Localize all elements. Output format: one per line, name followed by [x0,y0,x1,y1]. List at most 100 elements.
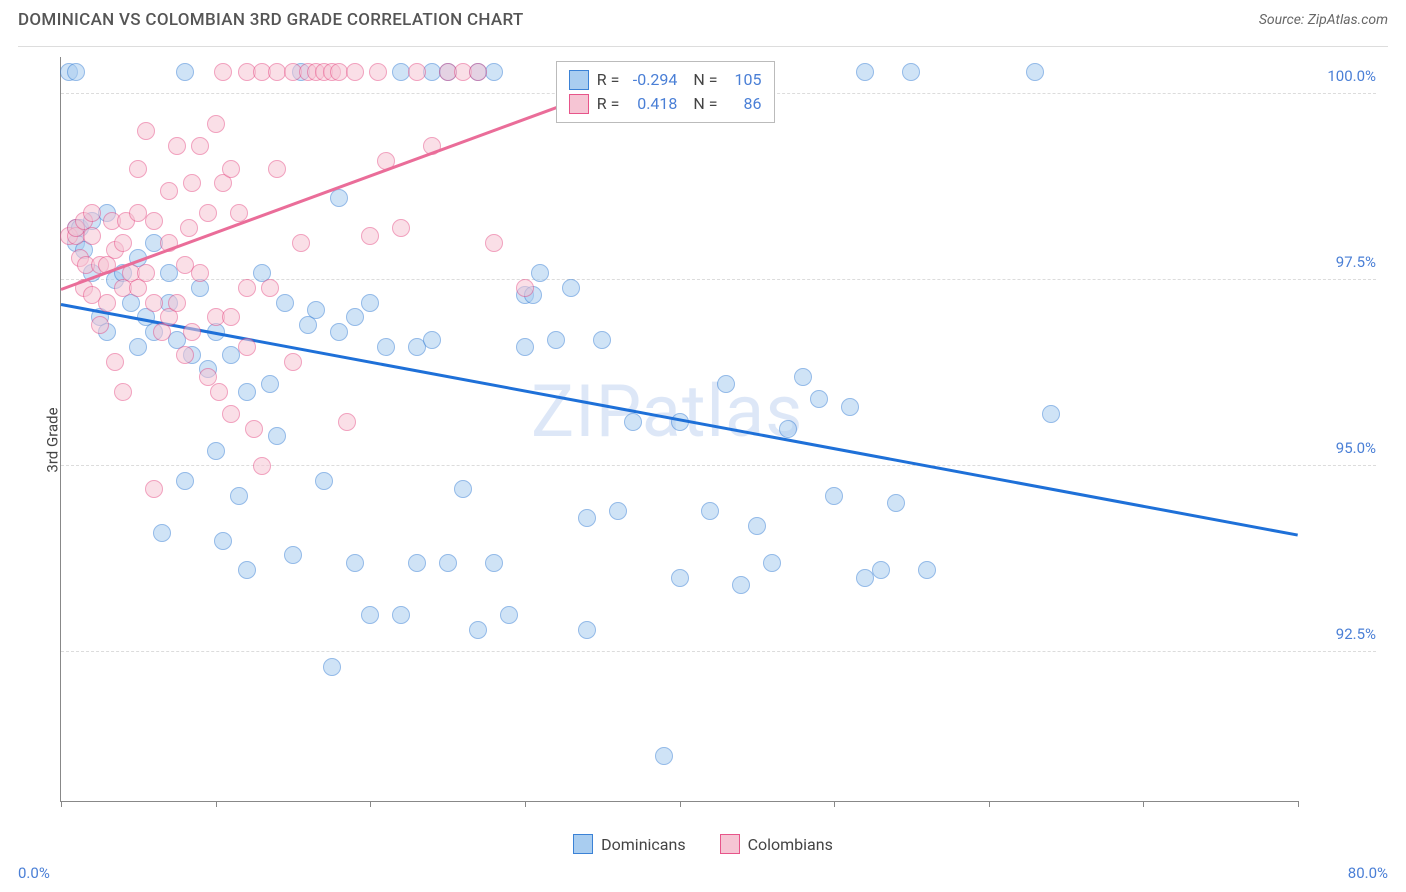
data-point [183,323,201,341]
data-point [245,420,263,438]
data-point [183,174,201,192]
data-point [315,472,333,490]
x-tick [61,801,62,807]
data-point [129,338,147,356]
legend-label: Dominicans [601,835,685,854]
data-point [918,561,936,579]
stats-box: R =-0.294 N =105R =0.418 N =86 [556,61,775,123]
data-point [176,472,194,490]
legend-swatch [573,834,593,854]
source-attribution: Source: ZipAtlas.com [1259,12,1388,28]
stat-r-value: 0.418 [627,92,677,116]
data-point [748,517,766,535]
data-point [655,747,673,765]
data-point [671,569,689,587]
x-tick [834,801,835,807]
data-point [214,532,232,550]
data-point [284,546,302,564]
data-point [361,227,379,245]
data-point [145,212,163,230]
legend-swatch [720,834,740,854]
data-point [67,63,85,81]
data-point [377,338,395,356]
data-point [578,509,596,527]
data-point [408,554,426,572]
data-point [222,405,240,423]
stat-r-label: R = [597,68,620,92]
data-point [732,576,750,594]
data-point [238,279,256,297]
data-point [145,480,163,498]
data-point [207,115,225,133]
x-tick [1143,801,1144,807]
chart-header: DOMINICAN VS COLOMBIAN 3RD GRADE CORRELA… [0,0,1406,38]
data-point [423,331,441,349]
data-point [516,279,534,297]
data-point [346,63,364,81]
data-point [872,561,890,579]
x-tick [370,801,371,807]
data-point [292,234,310,252]
chart-area: 3rd Grade ZIPatlas 92.5%95.0%97.5%100.0%… [18,46,1388,832]
data-point [547,331,565,349]
x-tick [525,801,526,807]
watermark: ZIPatlas [531,369,803,454]
chart-title: DOMINICAN VS COLOMBIAN 3RD GRADE CORRELA… [18,10,524,30]
data-point [330,323,348,341]
data-point [91,316,109,334]
data-point [137,122,155,140]
plot-region: ZIPatlas 92.5%95.0%97.5%100.0%R =-0.294 … [60,57,1298,802]
stat-n-label: N = [685,68,717,92]
data-point [276,294,294,312]
data-point [176,63,194,81]
data-point [369,63,387,81]
x-axis-extent: 0.0% 80.0% [18,864,1388,882]
legend-item: Colombians [720,834,833,854]
data-point [531,264,549,282]
data-point [191,137,209,155]
data-point [230,487,248,505]
data-point [439,554,457,572]
data-point [361,606,379,624]
data-point [168,137,186,155]
data-point [346,308,364,326]
y-tick-label: 100.0% [1306,67,1376,85]
gridline [61,651,1376,652]
y-tick-label: 95.0% [1306,439,1376,457]
stats-row: R =0.418 N =86 [569,92,762,116]
stat-r-value: -0.294 [627,68,677,92]
data-point [191,264,209,282]
data-point [392,219,410,237]
stat-n-label: N = [685,92,717,116]
x-tick [989,801,990,807]
data-point [261,279,279,297]
x-tick [216,801,217,807]
data-point [361,294,379,312]
data-point [902,63,920,81]
data-point [1026,63,1044,81]
data-point [1042,405,1060,423]
data-point [199,368,217,386]
data-point [469,621,487,639]
data-point [222,160,240,178]
data-point [168,294,186,312]
data-point [469,63,487,81]
data-point [207,442,225,460]
data-point [284,353,302,371]
data-point [500,606,518,624]
data-point [779,420,797,438]
data-point [701,502,719,520]
data-point [609,502,627,520]
data-point [145,294,163,312]
stat-r-label: R = [597,92,620,116]
x-tick [1298,801,1299,807]
data-point [261,375,279,393]
legend-item: Dominicans [573,834,685,854]
x-max-label: 80.0% [1348,864,1388,882]
legend-label: Colombians [748,835,833,854]
data-point [392,606,410,624]
series-swatch [569,70,589,90]
data-point [763,554,781,572]
x-min-label: 0.0% [18,864,50,882]
data-point [562,279,580,297]
